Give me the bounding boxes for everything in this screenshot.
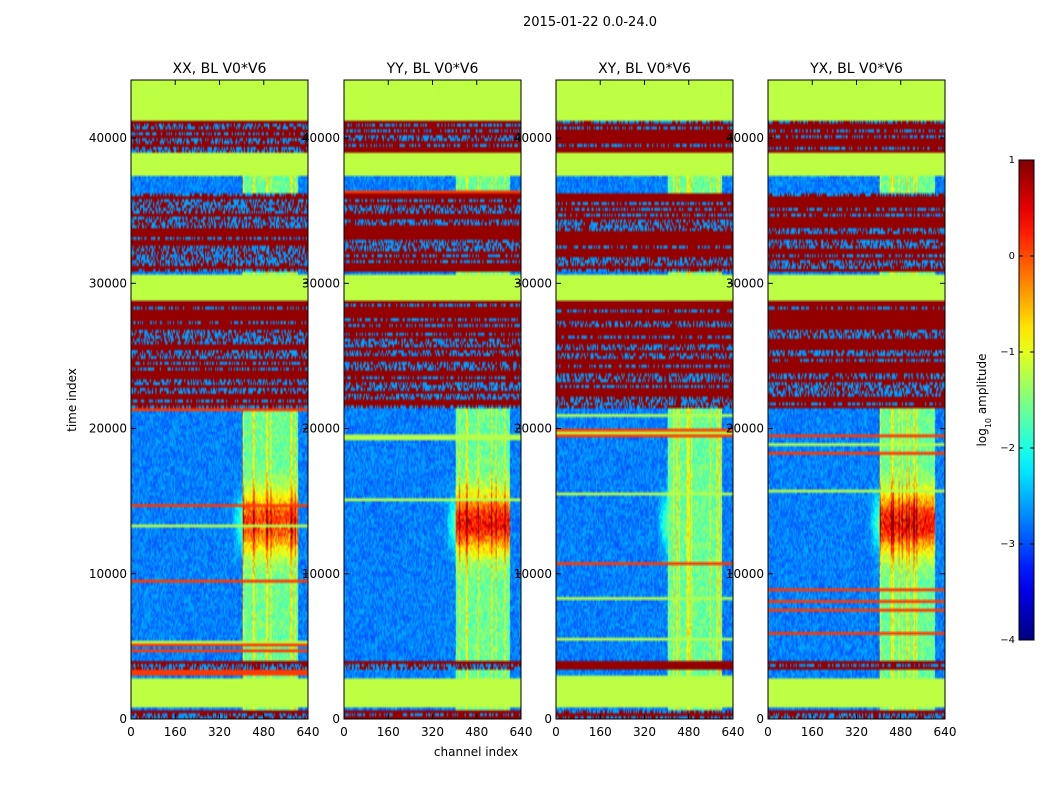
x-tick-label: 160 bbox=[589, 725, 612, 739]
colorbar-label: log10 amplitude bbox=[975, 354, 993, 447]
figure-suptitle: 2015-01-22 0.0-24.0 bbox=[523, 15, 657, 30]
y-tick-label: 30000 bbox=[514, 276, 552, 290]
x-tick-label: 0 bbox=[340, 725, 348, 739]
x-axis-label: channel index bbox=[434, 745, 518, 759]
y-tick-label: 40000 bbox=[726, 131, 764, 145]
y-tick-label: 10000 bbox=[514, 567, 552, 581]
y-tick-label: 0 bbox=[119, 712, 127, 726]
colorbar-gradient bbox=[1018, 159, 1035, 641]
colorbar: 1 0 −1 −2 −3 −4 log10 amplitude bbox=[975, 155, 1035, 646]
x-tick-label: 640 bbox=[934, 725, 957, 739]
y-tick-label: 10000 bbox=[302, 567, 340, 581]
colorbar-tick-label: −1 bbox=[1000, 347, 1015, 358]
panels-group: XX, BL V0*V6 0 160 320 480 640 0 10000 20000 3000… bbox=[89, 61, 957, 739]
panel-title: YY, BL V0*V6 bbox=[386, 61, 479, 77]
colorbar-tick-label: −4 bbox=[1000, 635, 1015, 646]
y-tick-label: 0 bbox=[756, 712, 764, 726]
x-tick-label: 160 bbox=[377, 725, 400, 739]
y-tick-label: 20000 bbox=[89, 422, 127, 436]
panel-3: XY, BL V0*V6 0 160 320 480 640 0 10000 20000 3000… bbox=[514, 61, 745, 739]
y-tick-label: 30000 bbox=[89, 276, 127, 290]
y-tick-label: 20000 bbox=[514, 422, 552, 436]
heatmap-image bbox=[131, 80, 308, 719]
y-tick-label: 40000 bbox=[302, 131, 340, 145]
x-tick-label: 320 bbox=[421, 725, 444, 739]
x-tick-label: 320 bbox=[845, 725, 868, 739]
panel-title: XX, BL V0*V6 bbox=[173, 61, 267, 77]
y-tick-label: 40000 bbox=[89, 131, 127, 145]
panel-1: XX, BL V0*V6 0 160 320 480 640 0 10000 20000 3000… bbox=[89, 61, 320, 739]
heatmap-image bbox=[556, 80, 733, 719]
panel-4: YX, BL V0*V6 0 160 320 480 640 0 10000 20000 3000… bbox=[726, 61, 957, 739]
heatmap-image bbox=[768, 80, 945, 719]
y-tick-label: 0 bbox=[332, 712, 340, 726]
x-tick-label: 640 bbox=[510, 725, 533, 739]
x-tick-label: 160 bbox=[801, 725, 824, 739]
x-tick-label: 320 bbox=[208, 725, 231, 739]
x-tick-label: 320 bbox=[633, 725, 656, 739]
x-tick-label: 480 bbox=[889, 725, 912, 739]
y-tick-label: 0 bbox=[544, 712, 552, 726]
y-tick-label: 30000 bbox=[726, 276, 764, 290]
colorbar-tick-label: 0 bbox=[1009, 251, 1015, 262]
y-tick-label: 20000 bbox=[302, 422, 340, 436]
x-tick-label: 160 bbox=[164, 725, 187, 739]
x-tick-label: 0 bbox=[127, 725, 135, 739]
colorbar-tick-label: −2 bbox=[1000, 443, 1015, 454]
panel-title: XY, BL V0*V6 bbox=[598, 61, 691, 77]
x-tick-label: 0 bbox=[552, 725, 560, 739]
y-tick-label: 40000 bbox=[514, 131, 552, 145]
y-tick-label: 10000 bbox=[726, 567, 764, 581]
y-axis-label: time index bbox=[65, 368, 79, 432]
y-tick-label: 10000 bbox=[89, 567, 127, 581]
colorbar-tick-label: 1 bbox=[1009, 155, 1015, 166]
x-tick-label: 0 bbox=[764, 725, 772, 739]
x-tick-label: 480 bbox=[677, 725, 700, 739]
heatmap-image bbox=[344, 80, 521, 719]
colorbar-tick-label: −3 bbox=[1000, 539, 1015, 550]
y-tick-label: 20000 bbox=[726, 422, 764, 436]
x-tick-label: 640 bbox=[722, 725, 745, 739]
panel-2: YY, BL V0*V6 0 160 320 480 640 0 10000 20000 3000… bbox=[302, 61, 533, 739]
panel-title: YX, BL V0*V6 bbox=[809, 61, 903, 77]
x-tick-label: 480 bbox=[465, 725, 488, 739]
x-tick-label: 480 bbox=[252, 725, 275, 739]
y-tick-label: 30000 bbox=[302, 276, 340, 290]
x-tick-label: 640 bbox=[297, 725, 320, 739]
